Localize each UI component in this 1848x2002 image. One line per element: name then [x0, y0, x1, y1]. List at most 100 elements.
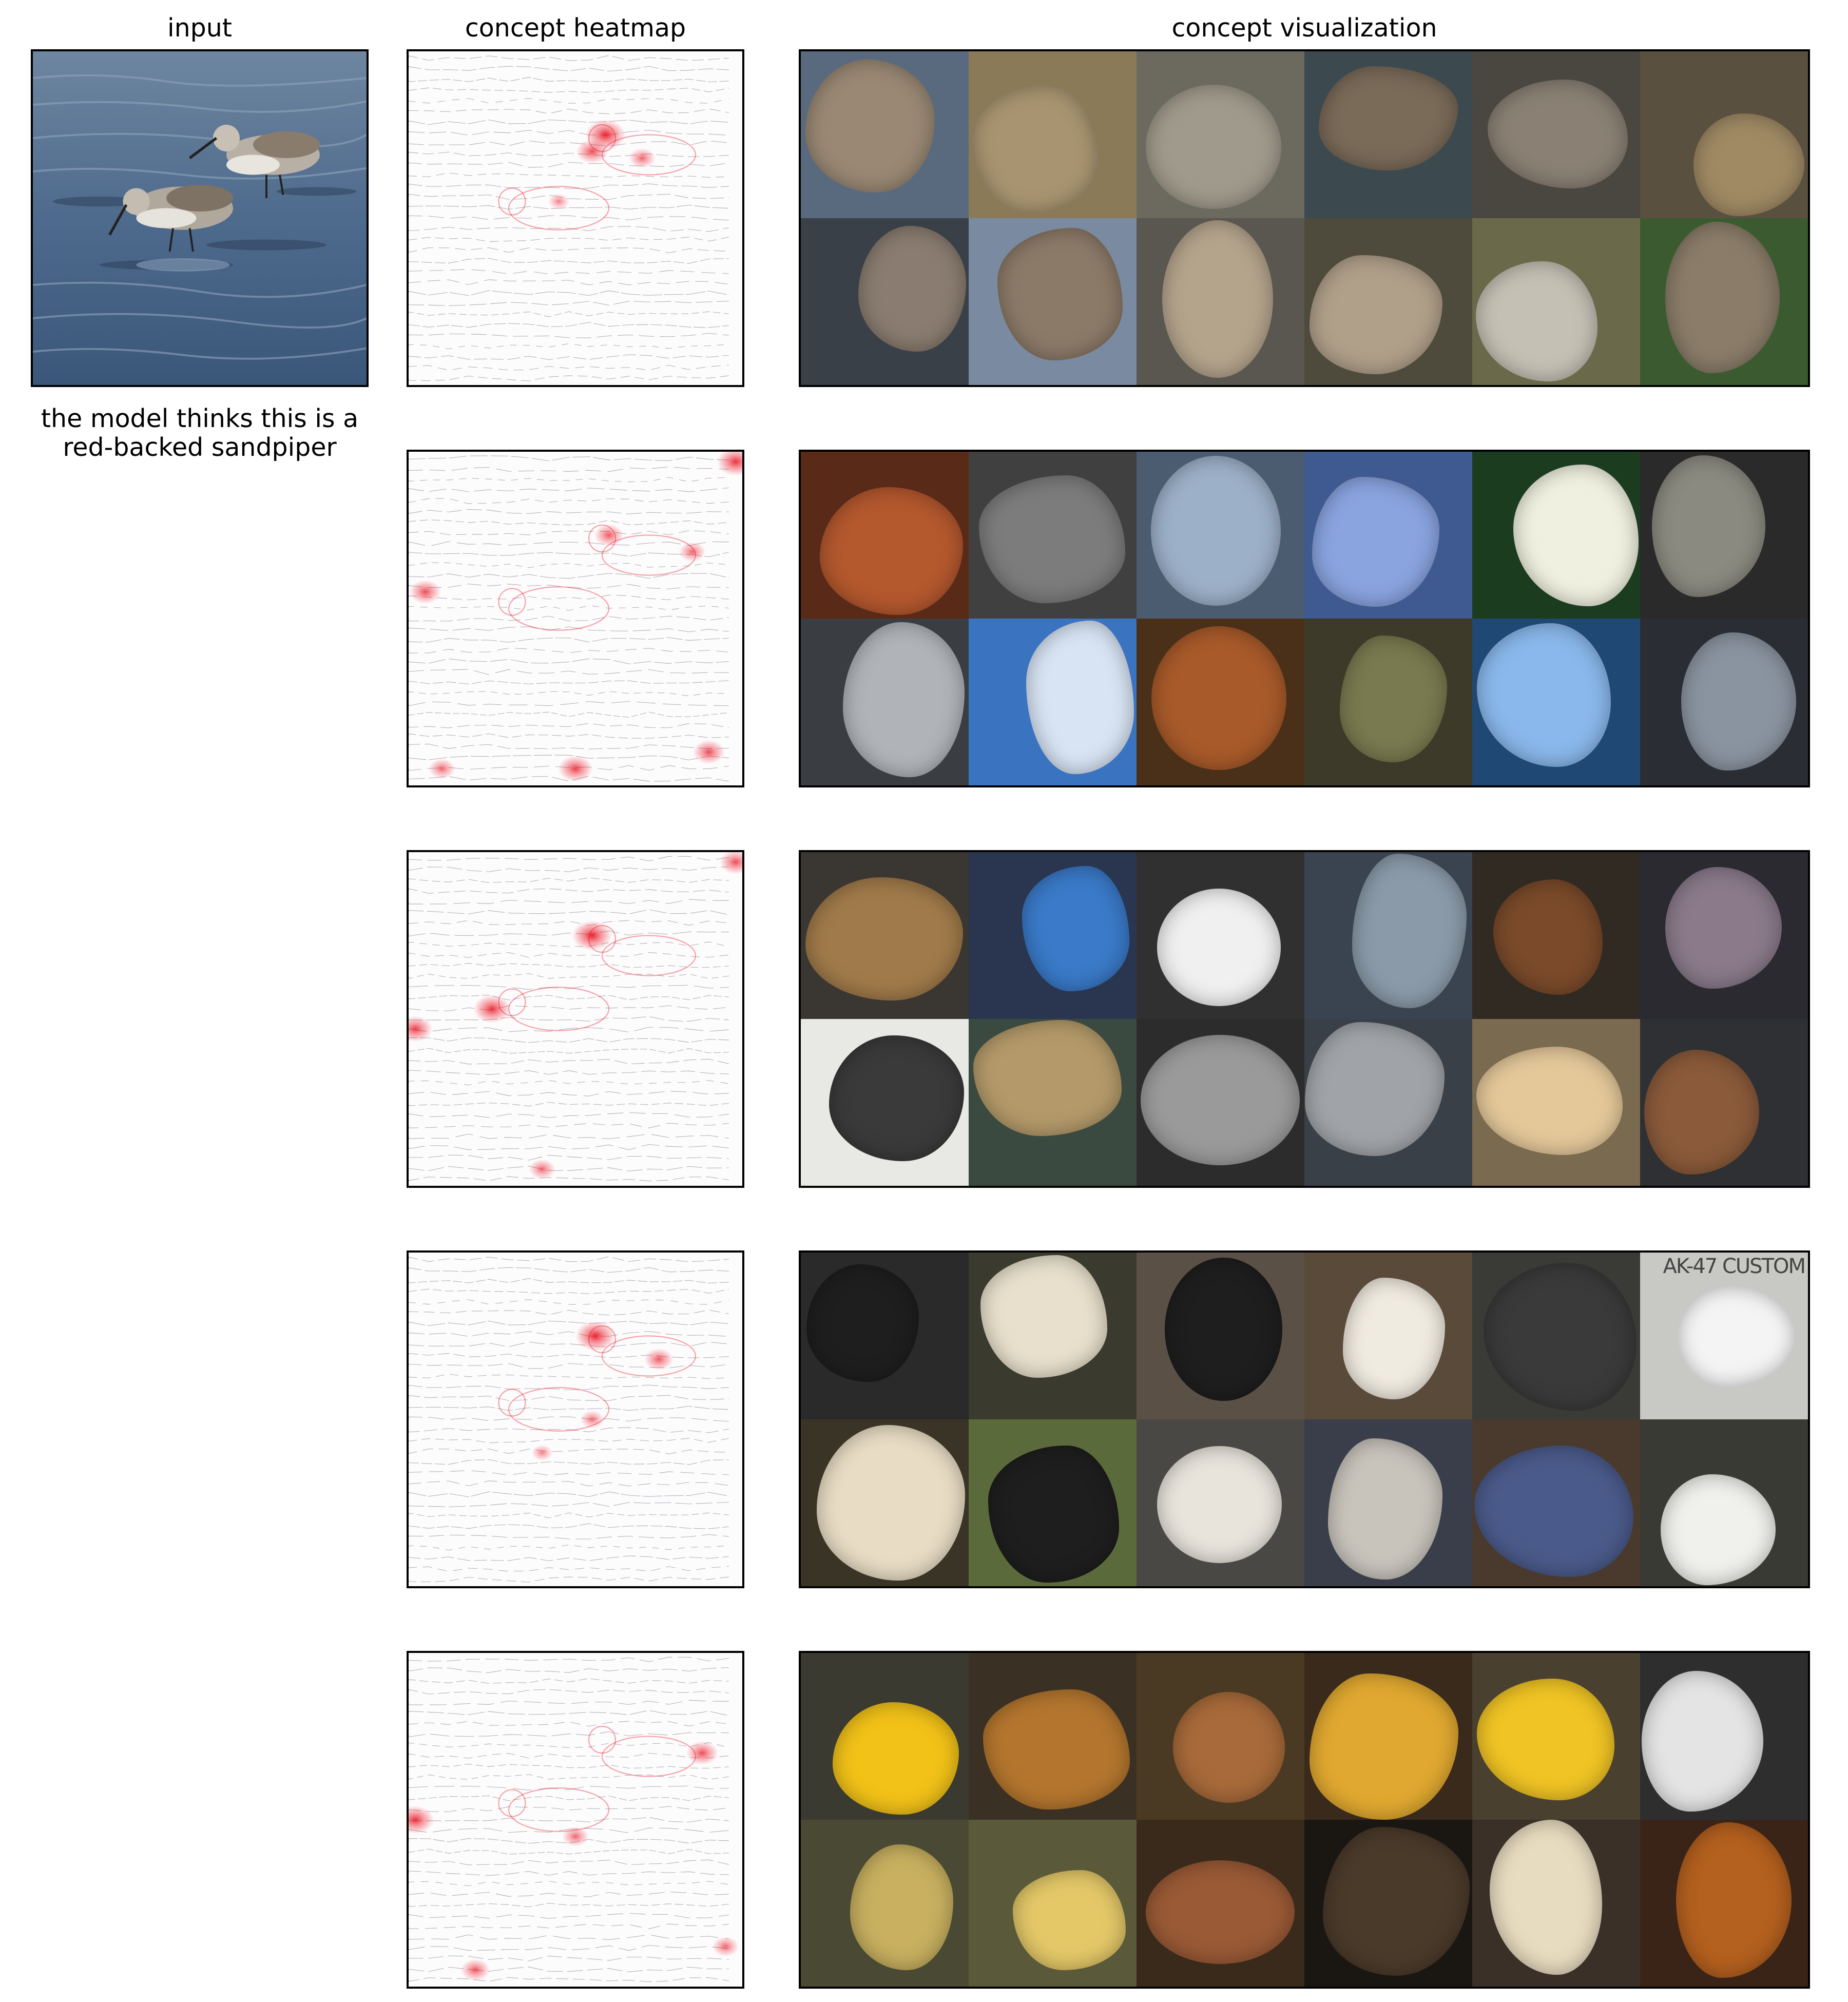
heatmap-texture [409, 55, 729, 381]
concept-example-region [1665, 221, 1780, 374]
concept-example-region [1328, 1438, 1442, 1580]
concept-example-region [1157, 889, 1281, 1006]
input-image-drawing [33, 51, 367, 385]
concept-example-tile [1640, 619, 1808, 785]
heatmap-drawing [409, 55, 729, 381]
concept-example-tile [801, 51, 969, 218]
concept-example-region [1145, 1860, 1295, 1964]
lower-sandpiper [108, 185, 233, 272]
concept-example-tile [1137, 1419, 1304, 1586]
concept-example-region [805, 877, 963, 1000]
concept-example-region [1352, 853, 1467, 1008]
concept-example-region [1304, 1022, 1445, 1156]
concept-example-region [1145, 85, 1281, 209]
concept-example-tile [1472, 1820, 1640, 1987]
heatmap-hotspot [548, 193, 570, 210]
concept-example-tile [1137, 852, 1304, 1019]
concept-example-tile [1640, 218, 1808, 385]
concept-example-region [829, 1035, 964, 1161]
concept-example-region [1140, 1034, 1300, 1166]
heatmap-drawing [409, 1256, 729, 1583]
heatmap-hotspot [717, 452, 742, 476]
concept-example-tile [1137, 1019, 1304, 1186]
heatmap-column-title: concept heatmap [465, 13, 686, 43]
concept-example-region [1489, 1820, 1603, 1975]
concept-heatmap [407, 450, 744, 787]
concept-example-tile [1137, 1820, 1304, 1987]
visualization-column-title: concept visualization [1171, 13, 1437, 43]
concept-example-region [997, 227, 1123, 360]
concept-example-tile [1640, 452, 1808, 619]
concept-example-region [1172, 1692, 1285, 1803]
heatmap-hotspot [409, 1805, 434, 1834]
concept-example-region [1322, 1826, 1470, 1976]
concept-example-tile [801, 452, 969, 619]
concept-example-region [1477, 1679, 1614, 1800]
concept-example-tile [801, 218, 969, 385]
concept-example-tile [1304, 1820, 1472, 1987]
concept-example-tile [1304, 852, 1472, 1019]
concept-example-region [1665, 867, 1782, 989]
heatmap-hotspot [558, 756, 593, 782]
concept-example-tile [1137, 218, 1304, 385]
concept-example-tile [801, 852, 969, 1019]
concept-example-region [1651, 455, 1766, 598]
concept-example-tile [1304, 1419, 1472, 1586]
concept-example-tile [1472, 1019, 1640, 1186]
concept-example-region [1474, 1446, 1633, 1577]
concept-example-region [972, 84, 1099, 214]
heatmap-texture [409, 1657, 729, 1982]
concept-example-tile [1640, 852, 1808, 1019]
concept-example-region [1164, 1258, 1283, 1401]
concept-example-region [1157, 1446, 1282, 1564]
concept-example-tile [801, 1019, 969, 1186]
concept-heatmap [407, 1651, 744, 1989]
heatmap-hotspot [460, 1959, 490, 1981]
concept-example-region [983, 1689, 1130, 1810]
prediction-caption-line-2: red-backed sandpiper [63, 433, 337, 462]
concept-heatmap [407, 850, 744, 1188]
concept-example-region [1641, 1671, 1764, 1812]
heatmap-texture [409, 455, 729, 782]
concept-example-region [1312, 477, 1439, 607]
concept-example-tile [1472, 51, 1640, 218]
heatmap-hotspot [575, 1321, 615, 1351]
heatmap-drawing [409, 452, 742, 782]
concept-heatmap [407, 49, 744, 387]
heatmap-hotspot [572, 920, 612, 951]
concept-visualization-grid: AK-47 CUSTOM [799, 1250, 1810, 1588]
concept-example-tile [1304, 452, 1472, 619]
heatmap-hotspot [429, 759, 455, 779]
concept-example-region [1488, 79, 1628, 189]
heatmap-hotspot [473, 995, 511, 1023]
concept-example-tile [801, 1419, 969, 1586]
concept-example-region [806, 1264, 919, 1382]
concept-example-region [1151, 626, 1286, 771]
prediction-caption-line-1: the model thinks this is a [41, 404, 359, 433]
concept-example-region [980, 1255, 1107, 1378]
heatmap-texture [409, 1256, 729, 1583]
concept-example-region [1476, 261, 1597, 382]
concept-example-region [1162, 220, 1273, 378]
concept-example-region [1493, 879, 1603, 995]
concept-example-tile [801, 1253, 969, 1419]
heatmap-hotspot [686, 1741, 719, 1765]
concept-example-region [1026, 620, 1134, 774]
concept-example-region [858, 225, 966, 352]
concept-example-region [816, 1425, 965, 1581]
concept-example-tile [1472, 218, 1640, 385]
input-image [31, 49, 369, 387]
concept-example-tile [1472, 619, 1640, 785]
concept-example-tile [1640, 1820, 1808, 1987]
concept-example-region [1660, 1474, 1776, 1585]
heatmap-hotspot [529, 1159, 555, 1179]
concept-example-tile [1137, 619, 1304, 785]
concept-example-tile [969, 1419, 1137, 1586]
concept-example-tile [801, 1820, 969, 1987]
concept-visualization-grid [799, 850, 1810, 1188]
concept-example-tile [969, 852, 1137, 1019]
concept-example-region [843, 622, 965, 777]
concept-visualization-grid [799, 1651, 1810, 1989]
concept-example-region [1013, 1870, 1126, 1971]
concept-example-region [1693, 113, 1805, 217]
